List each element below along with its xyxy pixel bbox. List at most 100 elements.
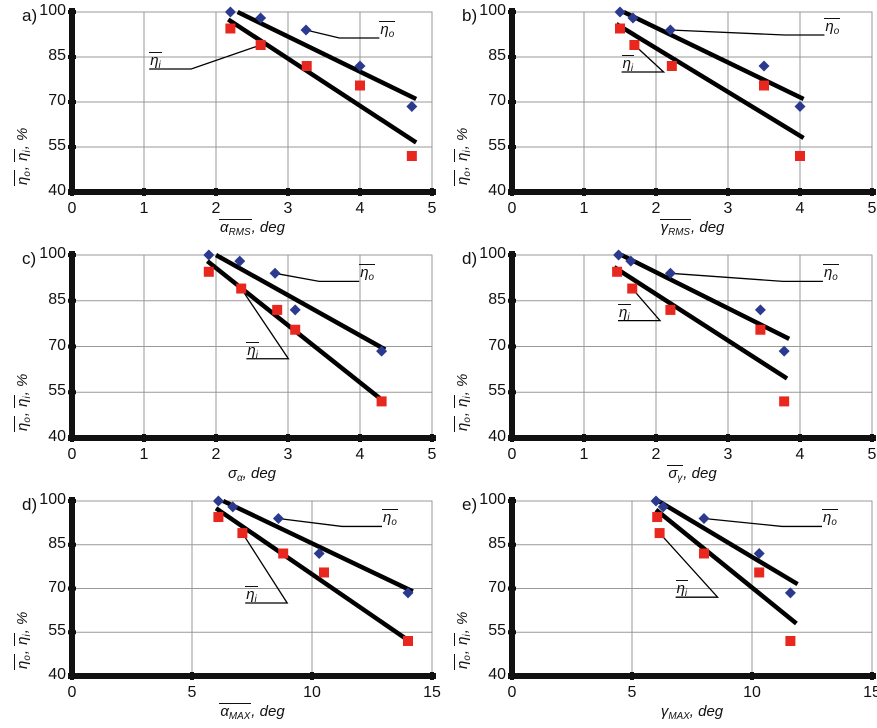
data-point-eta_o [224,6,236,18]
trend-line-fit_i [615,22,805,140]
legend-label-eta-i: ηi [621,55,635,74]
x-axis-label: αRMS, deg [219,219,285,238]
x-tick-label: 1 [139,446,149,463]
data-point-eta_i [272,304,283,315]
trend-line-fit_i [214,506,411,643]
y-tick-label: 100 [39,2,66,19]
chart-panel-5: d) 40 55 70 85 100 0 5 10 15 ηo, ηi, % αMAX, deg ηo η… [0,491,441,728]
x-tick-label: 5 [627,684,637,701]
x-tick-label: 0 [67,684,77,701]
x-tick-label: 3 [723,446,733,463]
y-tick-label: 55 [488,382,506,400]
data-point-eta_o [376,345,388,357]
data-point-eta_o [272,513,284,524]
panel-tag: d) [22,495,38,514]
panel-tag: d) [462,249,478,268]
data-point-eta_o [289,304,301,316]
data-point-eta_o [354,60,366,72]
legend-label-eta-o: ηo [822,509,838,529]
trend-line-fit_o [657,499,799,587]
data-point-eta_i [403,636,413,646]
legend-label-eta-i: ηi [675,580,689,599]
data-point-eta_i [629,40,640,50]
y-tick-label: 100 [479,2,506,19]
x-tick-label: 2 [211,200,221,217]
x-tick-label: 5 [187,684,197,701]
legend-label-eta-i: ηi [245,586,258,605]
x-tick-label: 0 [507,200,517,217]
panel-tag: a) [22,6,38,25]
x-axis-label: αMAX, deg [219,703,285,722]
data-point-eta_o [313,548,325,559]
x-tick-label: 15 [423,684,441,701]
data-point-eta_i [612,266,623,277]
x-tick-label: 4 [355,446,365,463]
y-tick-label: 40 [48,666,66,683]
x-tick-label: 2 [211,446,221,463]
y-tick-label: 70 [48,336,66,354]
y-tick-label: 70 [48,578,66,596]
legend-label-eta-o: ηo [382,509,398,529]
data-point-eta_o [778,345,790,357]
data-point-eta_i [754,567,765,578]
x-tick-label: 4 [795,446,805,463]
data-point-eta_i [255,40,266,50]
y-tick-label: 100 [479,491,506,508]
data-point-eta_o [212,495,224,507]
data-point-eta_i [319,567,329,578]
data-point-eta_o [402,587,414,599]
x-tick-label: 5 [867,446,877,463]
y-tick-label: 100 [479,245,506,262]
data-point-eta_o [613,249,625,261]
trend-line-fit_i [654,508,798,626]
data-point-eta_o [758,60,770,72]
x-tick-label: 3 [723,200,733,217]
plot-area [508,495,876,680]
x-tick-label: 0 [507,446,517,463]
data-point-eta_o [664,24,676,36]
plot-area [508,249,876,442]
data-point-eta_i [615,23,625,34]
data-point-eta_i [654,528,665,539]
data-point-eta_o [627,12,639,24]
y-tick-label: 40 [488,428,506,445]
legend-label-eta-i: ηi [149,52,162,71]
x-axis-label: σα, deg [227,465,277,484]
data-point-eta_i [278,548,289,559]
data-point-eta_o [227,501,239,513]
x-tick-label: 1 [579,446,589,463]
data-point-eta_i [236,283,247,294]
data-point-eta_i [213,512,224,523]
data-point-eta_o [753,548,765,559]
y-tick-label: 85 [488,290,506,308]
data-point-eta_o [234,255,246,267]
plot-area [68,249,436,442]
data-point-eta_i [665,304,676,315]
data-point-eta_o [664,267,676,279]
y-tick-label: 70 [48,92,66,109]
data-point-eta_i [225,23,236,34]
panel-tag: e) [462,495,478,514]
data-point-eta_o [698,513,710,524]
y-tick-label: 55 [48,137,66,154]
data-point-eta_i [627,283,638,294]
x-tick-label: 1 [139,200,149,217]
plot-area [68,6,436,196]
data-point-eta_o [203,249,215,261]
x-tick-label: 3 [283,200,293,217]
legend-label-eta-i: ηi [246,341,259,361]
y-tick-label: 70 [488,336,506,354]
data-point-eta_o [614,6,626,18]
x-tick-label: 5 [427,200,437,217]
chart-panel-3: c) 40 55 70 85 100 0 1 2 3 4 5 ηo, ηi, % σα, deg ηo ηi [0,245,437,490]
legend-label-eta-i: ηi [618,303,631,323]
chart-panel-4: d) 40 55 70 85 100 0 1 2 3 4 5 ηo, ηi, % σγ, deg ηo ηi [440,245,877,490]
x-tick-label: 4 [355,200,365,217]
y-tick-label: 70 [488,92,506,109]
x-tick-label: 0 [67,446,77,463]
x-tick-label: 0 [507,684,517,701]
x-axis-label: σγ, deg [667,465,717,484]
y-tick-label: 40 [488,182,506,199]
x-tick-label: 10 [743,684,761,701]
y-tick-label: 40 [48,182,66,199]
